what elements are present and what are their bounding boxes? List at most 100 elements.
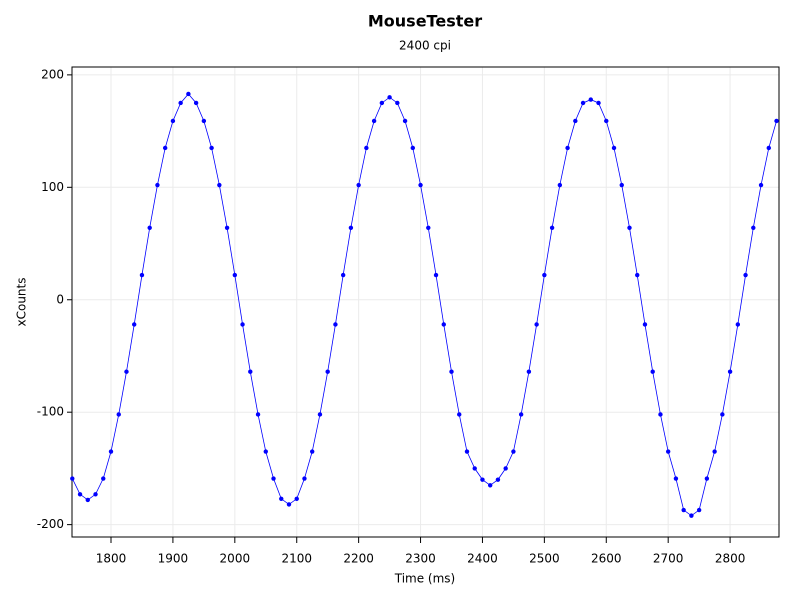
data-point <box>542 272 547 278</box>
data-point <box>310 449 315 454</box>
data-point <box>193 100 199 106</box>
data-point <box>201 118 207 124</box>
data-point <box>557 182 563 188</box>
x-axis-label: Time (ms) <box>394 572 456 586</box>
chart-subtitle: 2400 cpi <box>399 39 451 53</box>
data-point <box>147 225 152 230</box>
data-point <box>735 322 741 327</box>
data-point <box>426 225 431 230</box>
data-point <box>774 118 779 124</box>
data-point <box>162 145 168 151</box>
series-line <box>71 93 777 517</box>
data-point <box>85 497 90 503</box>
data-point <box>139 272 145 278</box>
x-tick-label: 1900 <box>158 552 189 566</box>
data-point <box>340 272 346 278</box>
data-point <box>689 513 694 518</box>
data-point <box>526 369 532 374</box>
x-tick-label: 1800 <box>96 552 127 566</box>
x-tick-label: 2700 <box>653 552 684 566</box>
data-point <box>619 182 624 188</box>
data-point <box>472 466 477 471</box>
data-point <box>611 145 617 151</box>
y-tick-label: -100 <box>37 405 64 419</box>
data-point <box>681 507 686 513</box>
data-point <box>395 100 400 106</box>
data-point <box>766 145 771 151</box>
data-point <box>751 225 756 230</box>
data-point <box>635 272 640 278</box>
data-point <box>665 449 671 454</box>
data-point <box>302 476 307 481</box>
data-point <box>418 182 423 188</box>
data-point <box>433 272 439 278</box>
data-point <box>232 272 238 278</box>
data-point <box>279 496 284 501</box>
data-point <box>549 225 555 230</box>
data-point <box>410 145 416 151</box>
y-axis-label: xCounts <box>15 278 29 327</box>
data-point <box>325 369 330 374</box>
data-point <box>511 449 516 454</box>
data-point <box>402 118 408 124</box>
data-point <box>155 182 160 188</box>
data-point <box>101 476 106 481</box>
data-point <box>696 507 702 513</box>
data-point <box>495 477 501 482</box>
data-point <box>565 145 570 151</box>
y-tick-label: 0 <box>56 292 64 306</box>
data-point <box>379 100 385 106</box>
data-point <box>596 100 601 106</box>
data-point <box>650 369 655 374</box>
y-tick-label: 200 <box>41 67 64 81</box>
data-point <box>712 449 717 454</box>
x-tick-label: 2300 <box>405 552 436 566</box>
data-point <box>441 322 446 327</box>
data-point <box>294 496 299 501</box>
data-point <box>503 466 508 471</box>
data-point <box>170 118 176 124</box>
data-point <box>317 412 323 417</box>
data-point <box>758 182 764 188</box>
x-tick-label: 2100 <box>281 552 312 566</box>
data-point <box>186 91 191 97</box>
data-point <box>642 322 648 327</box>
data-point <box>518 412 524 417</box>
data-point <box>132 322 137 327</box>
data-point <box>720 412 725 417</box>
data-point <box>457 412 462 417</box>
data-point <box>77 492 83 497</box>
data-point <box>124 369 129 374</box>
data-point <box>364 145 369 151</box>
x-tick-label: 2600 <box>591 552 622 566</box>
data-point <box>217 182 222 188</box>
data-point <box>464 449 470 454</box>
data-point <box>271 476 276 481</box>
x-tick-label: 2500 <box>529 552 560 566</box>
x-tick-label: 2400 <box>467 552 498 566</box>
data-point <box>178 100 183 106</box>
x-tick-label: 2800 <box>715 552 746 566</box>
chart-title: MouseTester <box>368 12 482 31</box>
data-point <box>604 118 609 124</box>
data-point <box>263 449 268 454</box>
data-point <box>449 369 454 374</box>
data-point <box>116 412 121 417</box>
x-tick-label: 2000 <box>220 552 251 566</box>
data-point <box>727 369 733 374</box>
data-point <box>627 225 632 230</box>
data-point <box>356 182 361 188</box>
data-point <box>93 492 98 497</box>
y-tick-label: -200 <box>37 517 64 531</box>
data-point <box>240 322 245 327</box>
data-point <box>573 118 578 124</box>
data-point <box>209 145 214 151</box>
y-tick-label: 100 <box>41 180 64 194</box>
data-point <box>487 483 493 488</box>
data-point <box>248 369 253 374</box>
data-point <box>224 225 230 230</box>
data-point <box>371 118 377 124</box>
plot-frame <box>71 66 780 538</box>
data-point <box>286 502 292 507</box>
